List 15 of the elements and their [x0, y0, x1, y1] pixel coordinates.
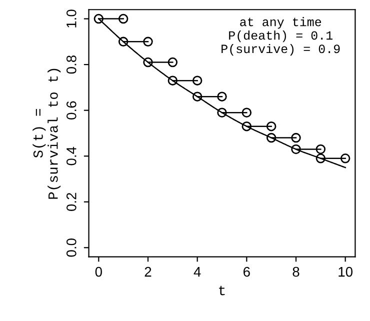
annotation: at any time P(death) = 0.1 P(survive) = 0.9: [222, 17, 340, 56]
x-tick-label: 10: [338, 266, 353, 277]
y-tick-label: 0.8: [66, 56, 76, 74]
y-tick-label: 0.2: [66, 192, 76, 211]
y-tick-label: 0.6: [66, 101, 76, 120]
y-tick-label: 0.0: [66, 238, 76, 257]
x-tick-label: 4: [194, 267, 201, 277]
x-tick-label: 2: [144, 266, 152, 277]
y-tick-label: 0.4: [66, 146, 76, 166]
y-tick-label: 1.0: [66, 10, 76, 28]
x-tick-label: 6: [244, 266, 250, 277]
x-tick-label: 0: [95, 266, 102, 277]
x-tick-label: 8: [292, 266, 300, 277]
x-axis-title: t: [219, 286, 225, 296]
y-axis-title: S(t) = P(survival to t): [32, 68, 61, 199]
